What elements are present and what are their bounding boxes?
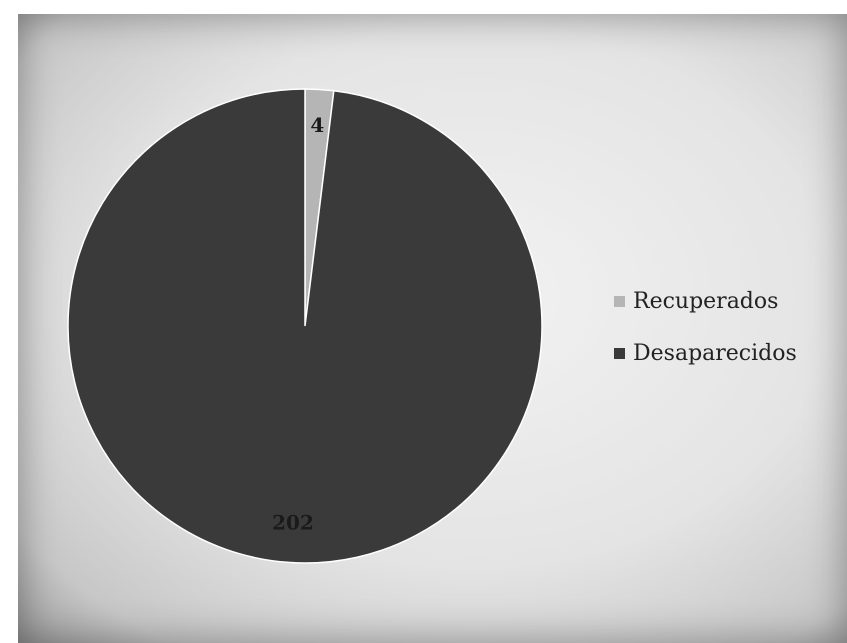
data-label-recuperados: 4 — [310, 113, 324, 137]
legend-label-recuperados: Recuperados — [633, 288, 779, 314]
pie-slice-desaparecidos — [67, 88, 543, 564]
legend-label-desaparecidos: Desaparecidos — [633, 340, 797, 366]
legend-item-recuperados: Recuperados — [614, 286, 797, 316]
data-label-desaparecidos: 202 — [272, 510, 314, 534]
chart-legend: Recuperados Desaparecidos — [614, 286, 797, 390]
legend-swatch-desaparecidos — [614, 347, 625, 359]
legend-item-desaparecidos: Desaparecidos — [614, 338, 797, 368]
legend-swatch-recuperados — [614, 295, 625, 307]
